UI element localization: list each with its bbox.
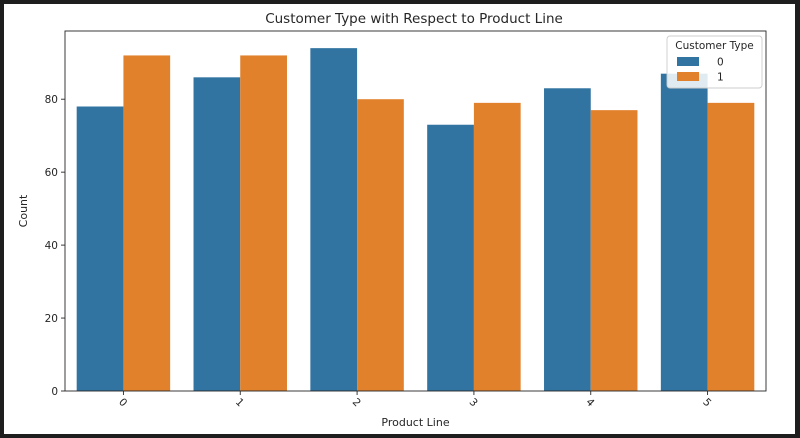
x-tick-label: 5 [700, 396, 713, 409]
chart-title: Customer Type with Respect to Product Li… [265, 11, 563, 27]
bar-cat-0-series-1 [123, 55, 171, 392]
x-tick-label: 0 [116, 396, 129, 409]
y-tick-label: 60 [45, 167, 58, 179]
bars-group [76, 48, 755, 392]
x-tick-label: 4 [583, 396, 596, 409]
bar-cat-5-series-1 [707, 102, 755, 392]
bar-chart: Customer Type with Respect to Product Li… [17, 11, 767, 429]
x-tick-label: 1 [233, 396, 246, 409]
bar-cat-4-series-0 [544, 88, 591, 391]
y-tick-label: 40 [45, 240, 58, 252]
x-axis-label: Product Line [381, 416, 449, 429]
legend-label-0: 0 [717, 57, 724, 69]
bar-cat-0-series-0 [76, 106, 124, 391]
legend: Customer Type 0 1 [666, 35, 763, 89]
bar-cat-4-series-1 [590, 110, 638, 392]
y-tick-label: 20 [45, 313, 58, 325]
bar-cat-1-series-0 [193, 77, 241, 391]
legend-swatch-0 [677, 57, 699, 66]
bar-cat-2-series-1 [357, 99, 404, 391]
x-axis: 0 1 2 3 4 5 [116, 391, 713, 410]
bar-cat-3-series-0 [427, 124, 474, 392]
bar-cat-2-series-0 [310, 48, 358, 392]
chart-figure: Customer Type with Respect to Product Li… [4, 4, 795, 434]
legend-title: Customer Type [675, 40, 753, 52]
y-axis-label: Count [17, 194, 30, 227]
bar-cat-5-series-0 [660, 73, 708, 391]
y-tick-label: 0 [51, 386, 58, 398]
bar-cat-1-series-1 [240, 55, 287, 392]
x-tick-label: 3 [467, 396, 480, 409]
x-tick-label: 2 [350, 396, 363, 409]
legend-label-1: 1 [717, 72, 724, 84]
plot-frame [64, 30, 767, 392]
legend-swatch-1 [677, 72, 699, 81]
y-axis: 0 20 40 60 80 [45, 94, 65, 398]
bar-cat-3-series-1 [473, 102, 521, 392]
y-tick-label: 80 [45, 94, 58, 106]
